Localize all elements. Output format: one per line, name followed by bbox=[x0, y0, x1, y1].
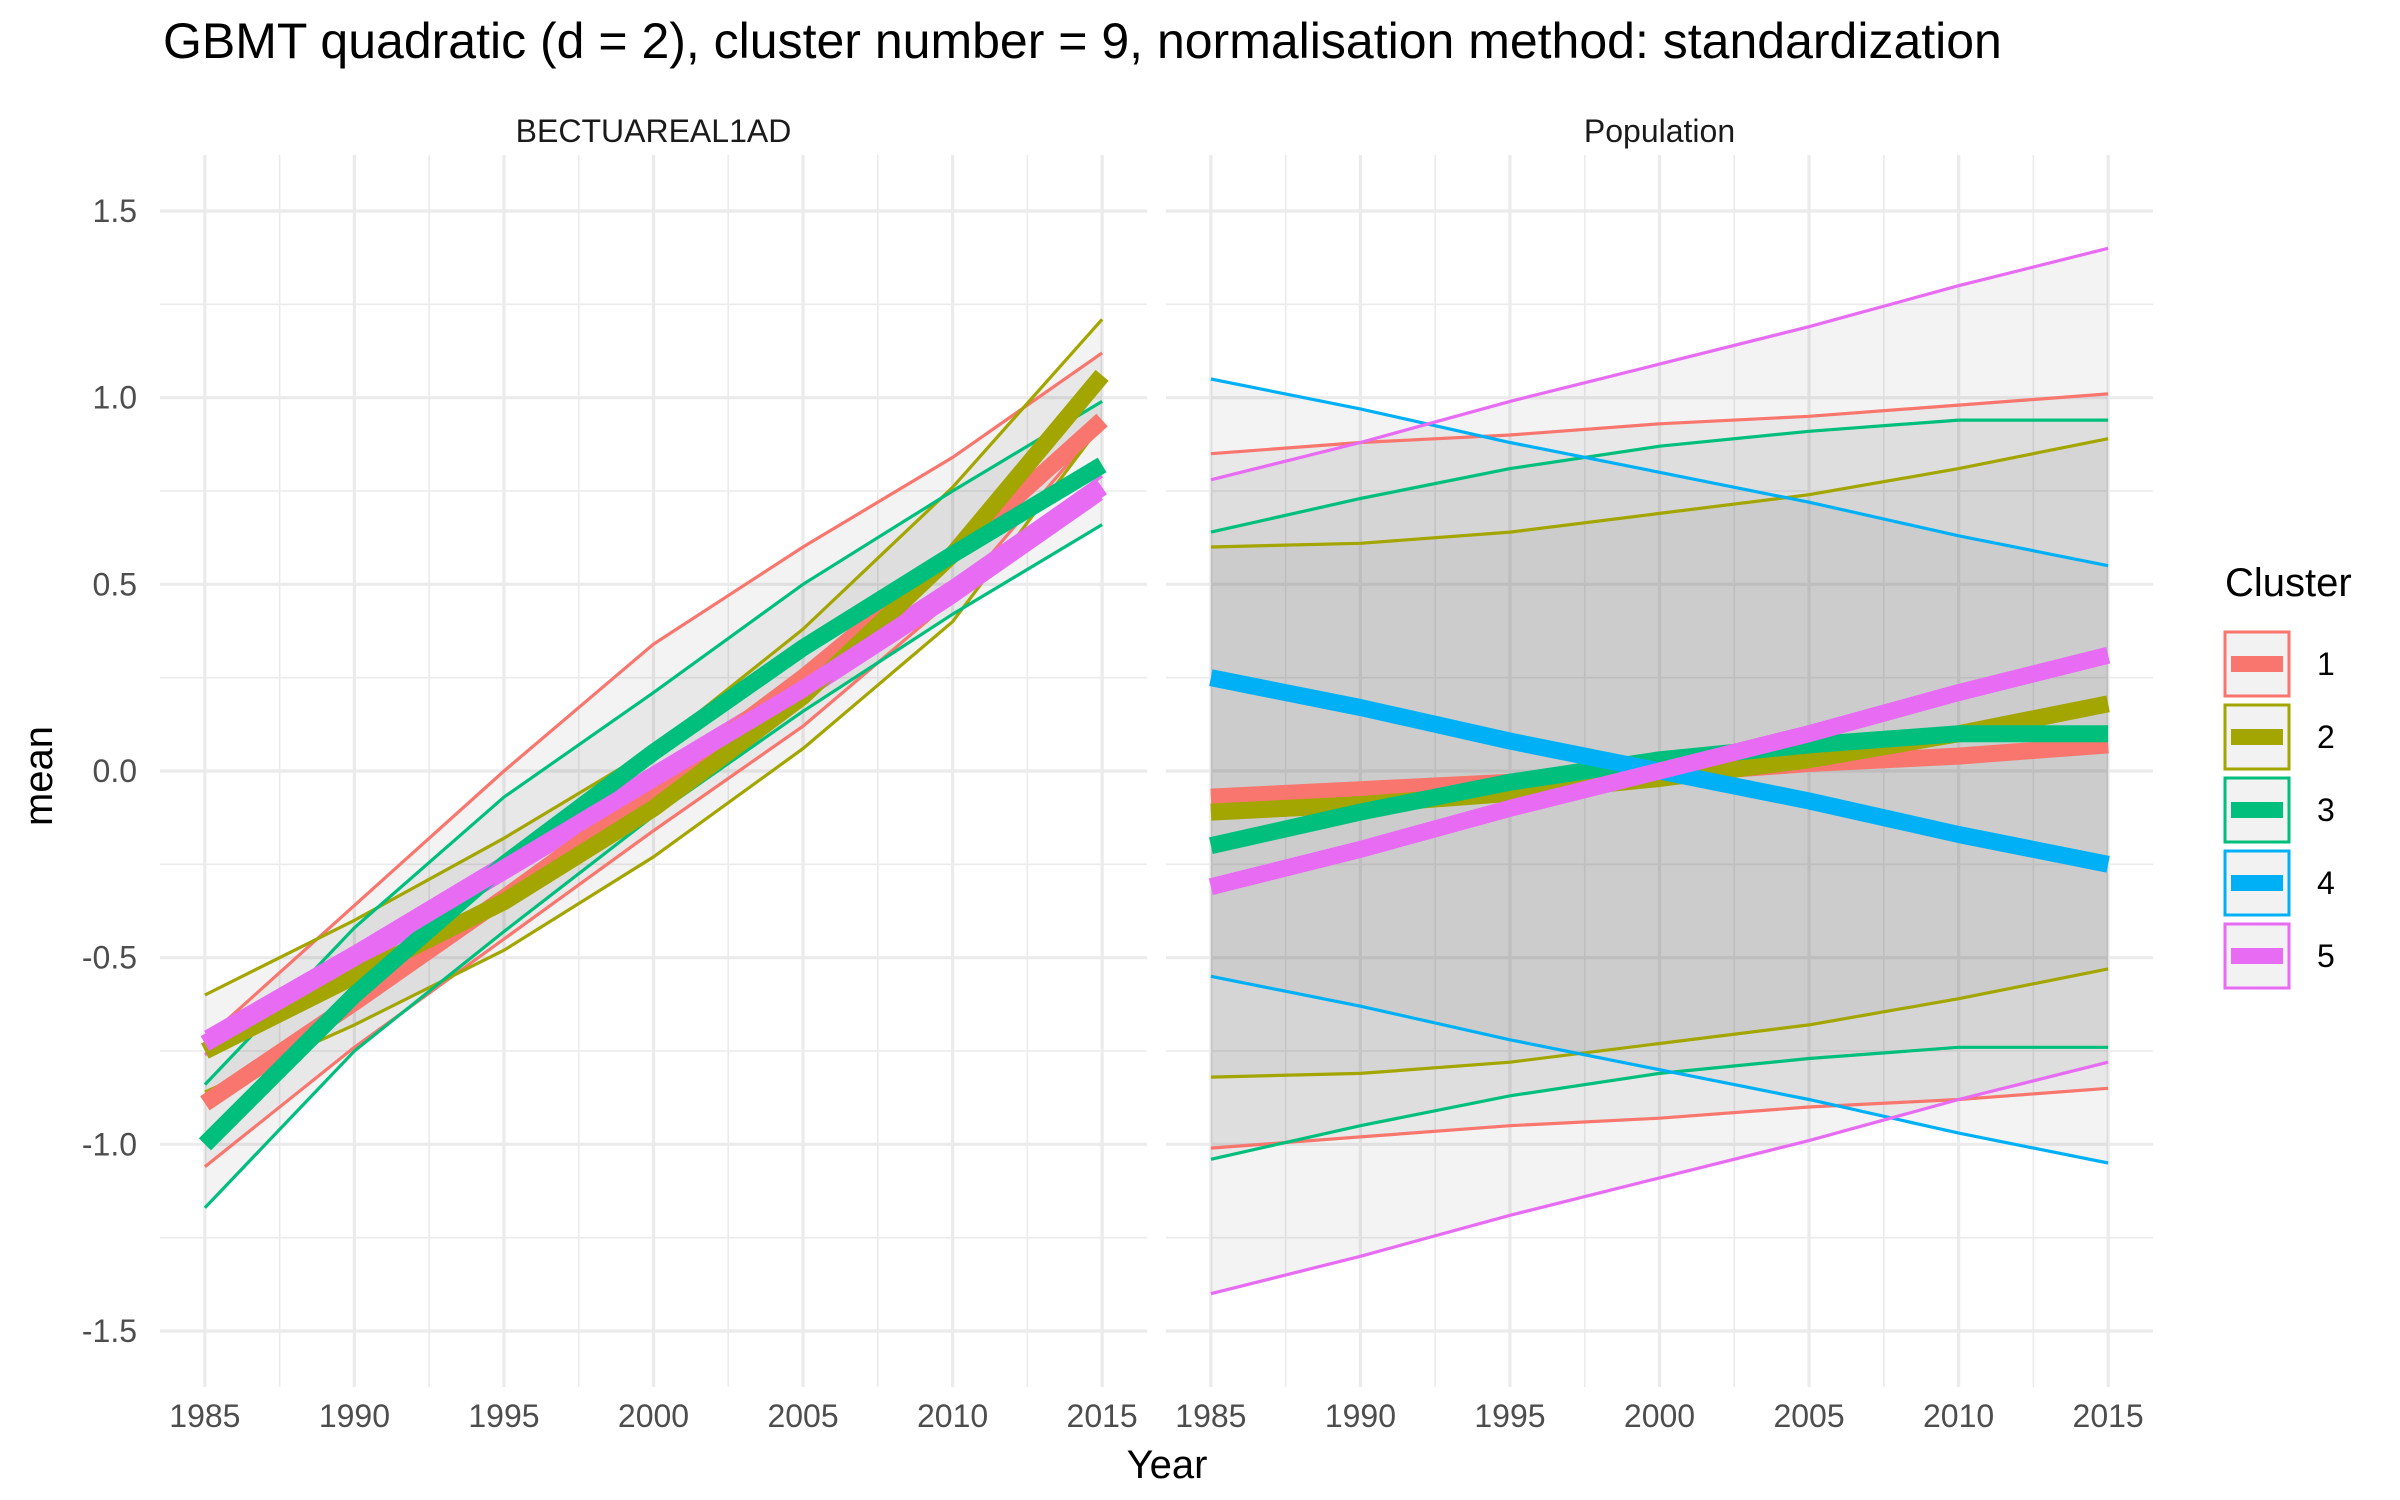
gridlines bbox=[1166, 155, 2153, 1387]
mean-line-cluster-3 bbox=[1209, 725, 2109, 854]
lower-bound-cluster-3 bbox=[1210, 1045, 2109, 1161]
panel-population: Population 1985 1990 1995 2000 2005 2010 2015 bbox=[1166, 113, 2153, 1434]
x-tick-label: 2005 bbox=[767, 1398, 838, 1434]
legend: Cluster 1 2 3 4 5 bbox=[2223, 561, 2352, 990]
upper-bound-cluster-2 bbox=[1210, 437, 2109, 549]
lower-bound-cluster-4 bbox=[1210, 974, 2109, 1165]
x-tick-label: 2010 bbox=[917, 1398, 988, 1434]
x-tick-label: 2015 bbox=[1067, 1398, 1138, 1434]
x-tick-label: 1990 bbox=[319, 1398, 390, 1434]
y-tick-label: -0.5 bbox=[82, 940, 137, 976]
y-tick-label: -1.5 bbox=[82, 1313, 137, 1349]
legend-item-cluster-4: 4 bbox=[2223, 849, 2335, 917]
x-tick-label: 1990 bbox=[1325, 1398, 1396, 1434]
upper-bound-cluster-3 bbox=[1210, 418, 2109, 534]
legend-item-cluster-2: 2 bbox=[2223, 703, 2335, 771]
ribbon-cluster-2 bbox=[204, 319, 1103, 1093]
panel-bectuareal1ad: BECTUAREAL1AD 1985 1990 1995 2000 2005 2010 201… bbox=[160, 113, 1147, 1434]
legend-label: 4 bbox=[2317, 865, 2335, 901]
upper-bound-cluster-1 bbox=[203, 351, 1104, 1041]
x-axis-title: Year bbox=[1127, 1443, 1208, 1487]
legend-label: 2 bbox=[2317, 719, 2335, 755]
x-tick-label: 2010 bbox=[1923, 1398, 1994, 1434]
lower-bound-cluster-5 bbox=[1210, 1060, 2109, 1296]
legend-item-cluster-5: 5 bbox=[2223, 922, 2335, 990]
legend-label: 3 bbox=[2317, 792, 2335, 828]
upper-bound-cluster-4 bbox=[1210, 377, 2109, 568]
x-tick-label: 2000 bbox=[1624, 1398, 1695, 1434]
y-axis-title: mean bbox=[17, 726, 61, 826]
panel-strip-label: BECTUAREAL1AD bbox=[516, 113, 792, 149]
legend-item-cluster-3: 3 bbox=[2223, 776, 2335, 844]
x-tick-label: 1995 bbox=[468, 1398, 539, 1434]
x-tick-label: 2005 bbox=[1773, 1398, 1844, 1434]
plot-panels: BECTUAREAL1AD 1985 1990 1995 2000 2005 2010 201… bbox=[160, 113, 2153, 1434]
legend-label: 1 bbox=[2317, 646, 2335, 682]
ribbon-cluster-3 bbox=[1210, 420, 2109, 1160]
lower-bound-cluster-2 bbox=[1210, 967, 2109, 1079]
legend-item-cluster-1: 1 bbox=[2223, 630, 2335, 698]
y-tick-label: 0.0 bbox=[93, 753, 137, 789]
lower-bound-cluster-2 bbox=[204, 422, 1104, 1094]
upper-bound-cluster-5 bbox=[204, 474, 1104, 1034]
upper-bound-cluster-3 bbox=[203, 400, 1103, 1086]
x-tick-label: 2000 bbox=[618, 1398, 689, 1434]
x-tick-label: 1995 bbox=[1474, 1398, 1545, 1434]
legend-title: Cluster bbox=[2225, 561, 2352, 605]
upper-bound-cluster-5 bbox=[1210, 246, 2109, 482]
x-tick-label: 1985 bbox=[169, 1398, 240, 1434]
axes: 1.5 1.0 0.5 0.0 -0.5 -1.0 -1.5 bbox=[82, 193, 137, 1349]
chart-title: GBMT quadratic (d = 2), cluster number =… bbox=[163, 13, 2002, 69]
x-tick-label: 1985 bbox=[1175, 1398, 1246, 1434]
y-tick-label: -1.0 bbox=[82, 1126, 137, 1162]
y-tick-label: 0.5 bbox=[93, 566, 137, 602]
x-tick-label: 2015 bbox=[2073, 1398, 2144, 1434]
legend-label: 5 bbox=[2317, 938, 2335, 974]
y-tick-label: 1.0 bbox=[93, 380, 137, 416]
gridlines bbox=[160, 155, 1147, 1387]
mean-line-cluster-5 bbox=[1208, 647, 2111, 895]
mean-line-cluster-5 bbox=[200, 480, 1107, 1051]
mean-line-cluster-3 bbox=[198, 457, 1107, 1151]
y-tick-label: 1.5 bbox=[93, 193, 137, 229]
panel-strip-label: Population bbox=[1584, 113, 1735, 149]
